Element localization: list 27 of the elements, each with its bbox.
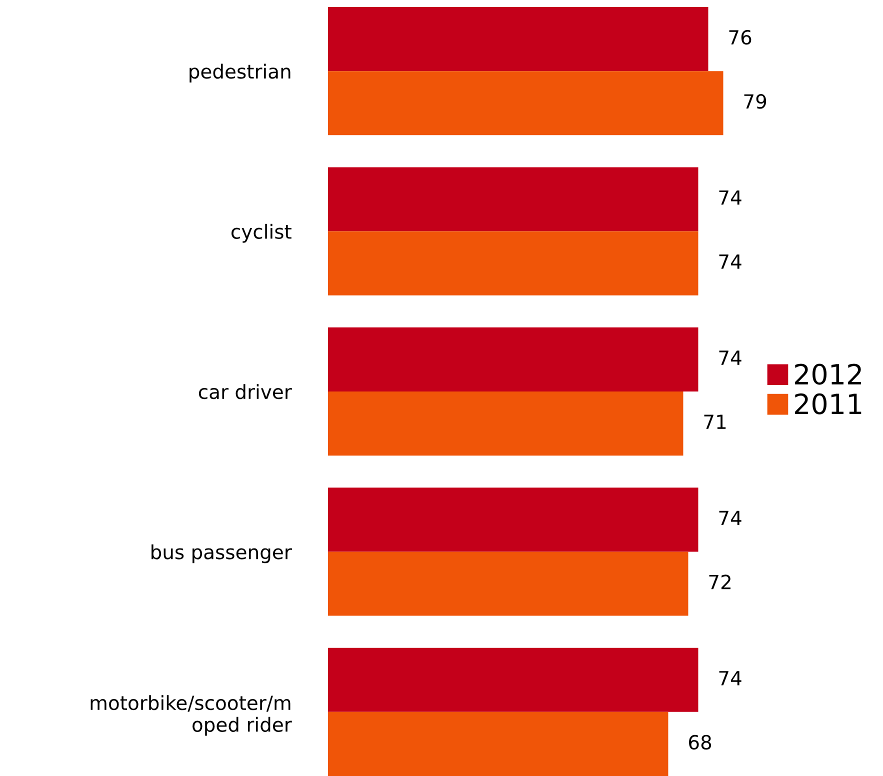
y-tick-label: car driver (198, 384, 292, 400)
bar (328, 392, 684, 456)
bar (328, 648, 698, 712)
y-tick-label: bus passenger (152, 544, 292, 564)
data-label: 74 (719, 190, 742, 205)
data-label: 72 (709, 574, 730, 590)
legend-label: 2011 (795, 393, 862, 414)
bar (328, 7, 708, 72)
data-label: 76 (729, 30, 752, 45)
data-label: 79 (744, 94, 766, 109)
bar (328, 552, 688, 616)
bar (328, 488, 698, 552)
y-tick-label: pedestrian (190, 64, 290, 83)
data-label: 74 (719, 510, 742, 526)
bar (328, 167, 698, 232)
bar (328, 71, 724, 136)
bar (328, 327, 698, 392)
data-label: 74 (719, 671, 742, 686)
y-tick-label: cyclist (232, 224, 292, 243)
legend-label: 2012 (795, 364, 861, 385)
y-tick-label: motorbike/scooter/m oped rider (90, 695, 292, 736)
data-label: 74 (719, 350, 742, 365)
data-label: 74 (719, 254, 742, 269)
bar (328, 231, 698, 296)
bar (328, 712, 668, 776)
data-label: 68 (689, 734, 712, 750)
data-label: 71 (704, 414, 726, 429)
